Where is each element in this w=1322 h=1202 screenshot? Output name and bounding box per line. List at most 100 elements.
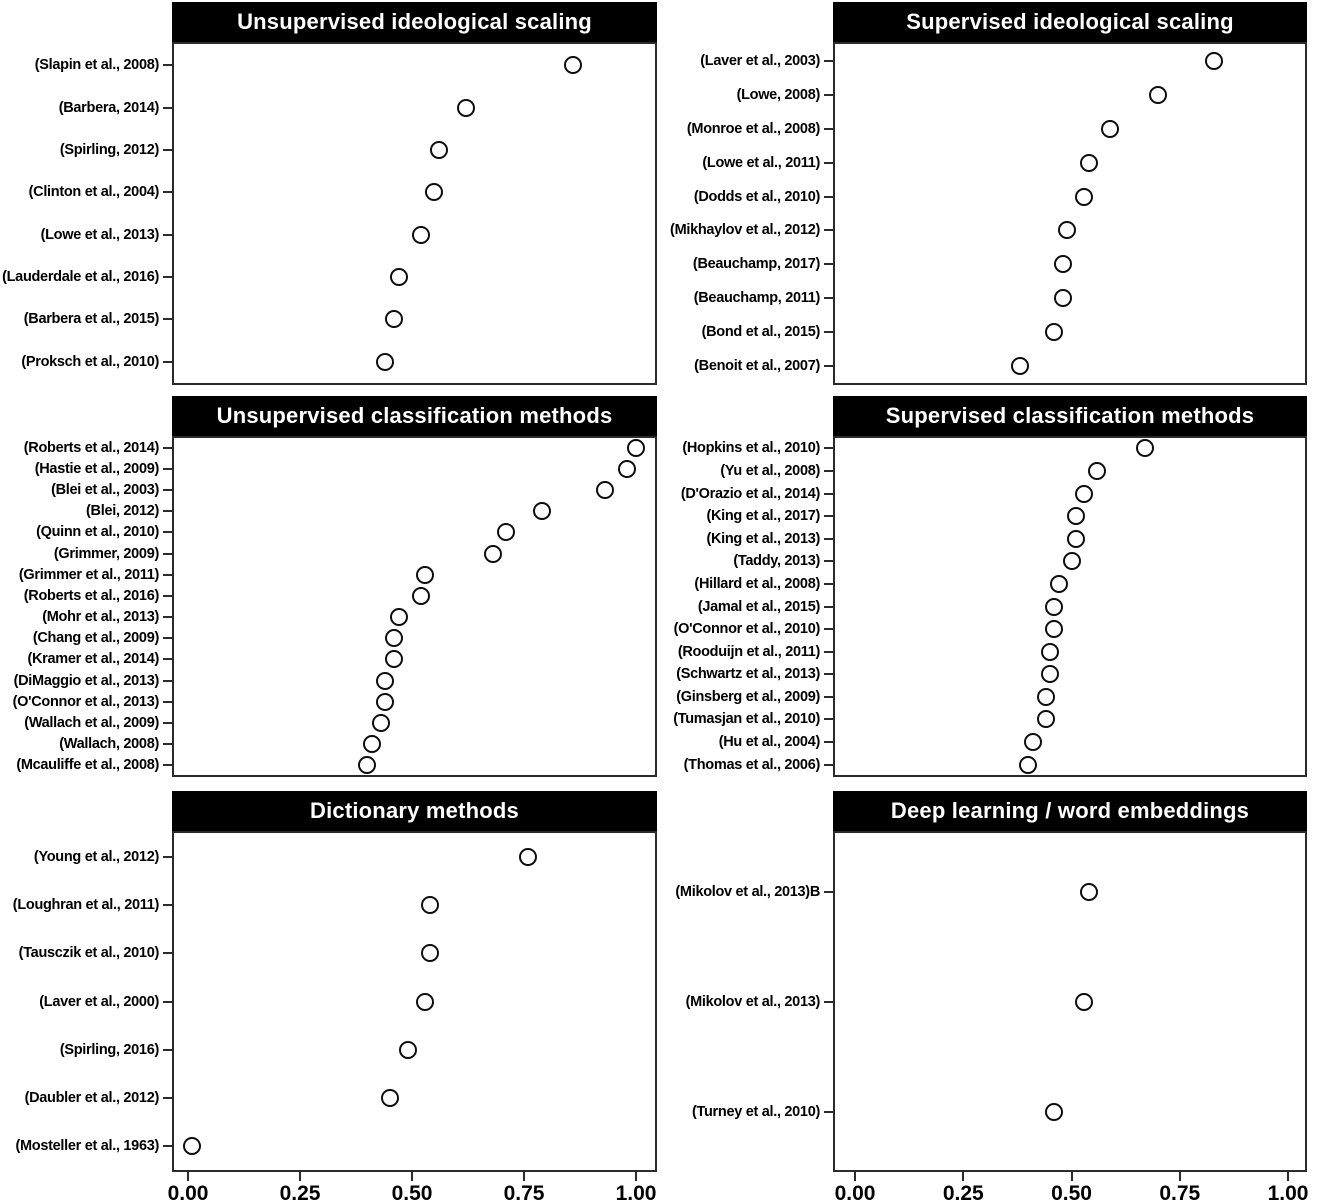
data-point <box>1101 119 1120 138</box>
y-tick <box>824 59 833 62</box>
data-point <box>1045 1102 1064 1121</box>
y-axis-label: (Proksch et al., 2010) <box>21 353 159 370</box>
data-point <box>1040 665 1059 684</box>
y-axis-label: (Mcauliffe et al., 2008) <box>16 757 159 774</box>
x-tick-label: 0.00 <box>167 1182 209 1202</box>
y-axis-label: (Bond et al., 2015) <box>701 324 821 341</box>
y-axis-label: (Barbera et al., 2015) <box>23 311 160 328</box>
y-tick <box>163 531 172 534</box>
y-tick <box>163 276 172 279</box>
y-axis-label: (Grimmer, 2009) <box>53 545 159 562</box>
x-tick-label: 0.25 <box>279 1182 321 1202</box>
y-axis-label: (Wallach, 2008) <box>59 736 159 753</box>
y-tick <box>824 1110 833 1113</box>
y-tick <box>824 195 833 198</box>
y-axis-label: (D'Orazio et al., 2014) <box>680 485 820 502</box>
y-axis-label: (DiMaggio et al., 2013) <box>13 672 160 689</box>
y-axis-label: (Benoit et al., 2007) <box>694 358 820 375</box>
data-point <box>371 713 390 732</box>
data-point <box>1066 529 1085 548</box>
data-point <box>1045 620 1064 639</box>
y-axis-label: (Tumasjan et al., 2010) <box>673 711 820 728</box>
y-tick <box>163 1000 172 1003</box>
y-axis-label: (Slapin et al., 2008) <box>34 57 160 74</box>
y-tick <box>163 1096 172 1099</box>
data-point <box>416 565 435 584</box>
data-point <box>420 944 439 963</box>
y-tick <box>824 1000 833 1003</box>
y-tick <box>824 582 833 585</box>
x-tick <box>1070 1172 1073 1181</box>
y-axis-label: (Yu et al., 2008) <box>720 463 820 479</box>
y-tick <box>163 510 172 513</box>
y-tick <box>163 952 172 955</box>
y-axis-label: (Spirling, 2016) <box>59 1041 159 1058</box>
data-point <box>1049 574 1068 593</box>
data-point <box>416 992 435 1011</box>
y-axis-label: (Lauderdale et al., 2016) <box>2 269 159 286</box>
y-axis-label: (Blei, 2012) <box>86 503 159 520</box>
y-axis-label: (O'Connor et al., 2013) <box>12 693 160 710</box>
y-tick <box>163 191 172 194</box>
data-point <box>1079 153 1098 172</box>
y-tick <box>824 718 833 721</box>
x-tick-label: 0.50 <box>391 1182 433 1202</box>
data-point <box>380 1088 399 1107</box>
y-tick <box>163 904 172 907</box>
panel-title: Dictionary methods <box>172 791 657 831</box>
data-point <box>1040 642 1059 661</box>
y-axis-label: (Chang et al., 2009) <box>32 630 159 647</box>
y-axis-label: (Laver et al., 2000) <box>39 993 159 1010</box>
y-tick <box>824 127 833 130</box>
y-axis-label: (Beauchamp, 2011) <box>693 290 821 307</box>
y-tick <box>824 447 833 450</box>
data-point <box>519 848 538 867</box>
data-point <box>627 438 645 457</box>
data-point <box>389 608 408 627</box>
y-tick <box>163 700 172 703</box>
y-tick <box>163 1048 172 1051</box>
y-axis-label: (Ginsberg et al., 2009) <box>676 688 820 705</box>
y-axis-label: (Mikhaylov et al., 2012) <box>670 222 820 239</box>
y-tick <box>163 637 172 640</box>
y-tick <box>824 470 833 472</box>
panel-title: Deep learning / word embeddings <box>833 791 1307 831</box>
y-axis-label: (Quinn et al., 2010) <box>36 524 159 541</box>
data-point <box>1075 484 1094 503</box>
data-point <box>1010 357 1029 376</box>
data-point <box>1036 687 1055 706</box>
y-tick <box>163 616 172 619</box>
data-point <box>411 586 430 605</box>
y-axis-label: (Beauchamp, 2017) <box>692 256 820 273</box>
data-point <box>532 502 551 521</box>
y-tick <box>824 492 833 495</box>
y-axis-label: (Spirling, 2012) <box>59 141 159 158</box>
y-axis-label: (Mikolov et al., 2013)B <box>675 883 820 900</box>
y-axis-label: (Hopkins et al., 2010) <box>682 440 820 457</box>
x-tick <box>635 1172 637 1181</box>
y-tick <box>163 721 172 724</box>
y-tick <box>163 679 172 682</box>
y-tick <box>824 673 833 676</box>
y-axis-label: (Rooduijn et al., 2011) <box>677 643 820 660</box>
y-tick <box>824 263 833 266</box>
y-axis-label: (Hastie et al., 2009) <box>34 460 160 477</box>
y-tick <box>163 764 172 767</box>
y-tick <box>163 64 172 67</box>
x-tick-label: 0.50 <box>1051 1182 1092 1202</box>
y-tick <box>824 695 833 698</box>
data-point <box>362 735 381 754</box>
data-point <box>183 1136 202 1155</box>
data-point <box>1062 552 1081 571</box>
y-axis-label: (Roberts et al., 2016) <box>23 587 160 604</box>
data-point <box>385 629 404 648</box>
data-point <box>376 692 395 711</box>
y-tick <box>163 856 172 859</box>
x-tick <box>523 1172 525 1181</box>
data-point <box>425 183 444 202</box>
y-tick <box>163 106 172 109</box>
x-tick-label: 0.00 <box>834 1182 876 1202</box>
y-axis-label: (Young et al., 2012) <box>33 849 159 866</box>
data-point <box>429 140 448 159</box>
